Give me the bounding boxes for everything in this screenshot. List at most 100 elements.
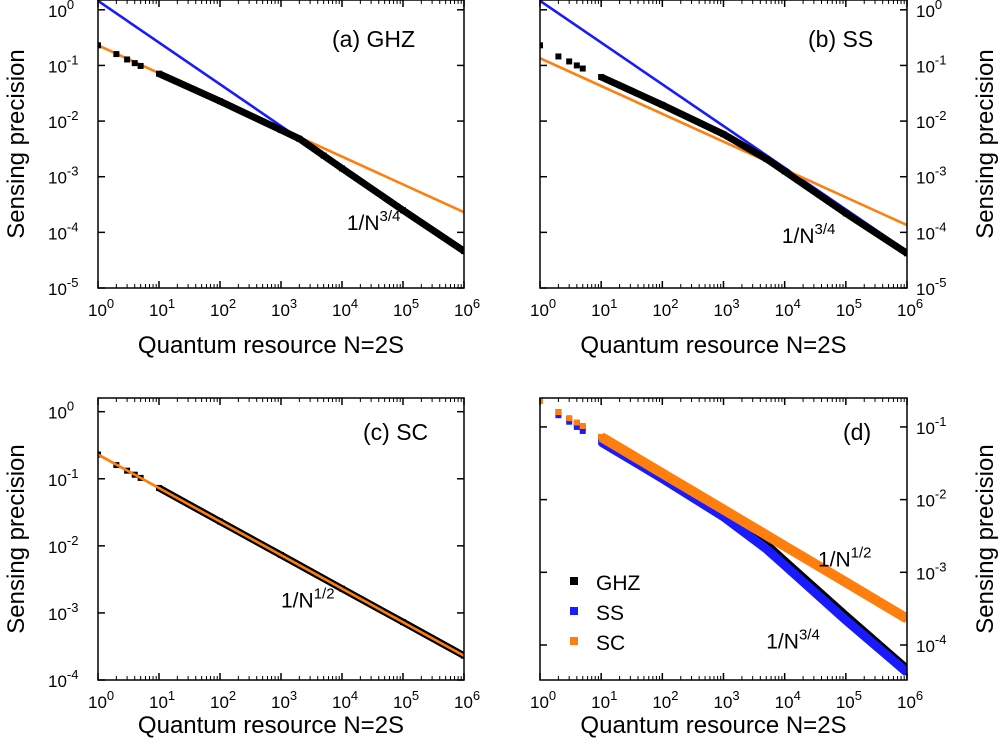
x-tick-label: 101	[591, 688, 617, 712]
x-tick-label-exp: 6	[473, 296, 480, 311]
data-point-SS-2	[566, 58, 573, 65]
slope-annotation-base: 1/N	[347, 212, 380, 235]
y-tick-label-exp: -2	[935, 487, 947, 502]
y-tick-label-exp: 0	[67, 399, 74, 414]
y-tick-label-exp: -3	[935, 164, 947, 179]
y-tick-label: 10-2	[916, 487, 946, 511]
x-tick-label-base: 10	[652, 693, 671, 712]
x-tick-label-exp: 6	[916, 296, 923, 311]
y-tick-label-base: 10	[48, 538, 67, 557]
slope-annotation-exponent: 3/4	[799, 626, 820, 643]
legend-marker-GHZ	[570, 577, 578, 585]
data-point-SS-4	[579, 427, 586, 434]
x-tick-label-base: 10	[591, 301, 610, 320]
x-tick-label-exp: 0	[107, 688, 114, 703]
y-tick-label: 10-3	[916, 164, 946, 188]
y-tick-label: 10-5	[48, 275, 78, 299]
y-tick-label: 10-4	[48, 667, 78, 691]
y-tick-label-base: 10	[916, 169, 935, 188]
x-tick-label: 104	[332, 296, 358, 320]
y-tick-label-exp: 0	[67, 0, 74, 12]
series-SC	[540, 398, 907, 623]
slope-annotation: 1/N3/4	[766, 626, 820, 653]
y-tick-label-exp: -1	[67, 466, 79, 481]
data-point-GHZ-12	[461, 248, 464, 255]
x-tick-label-base: 10	[714, 301, 733, 320]
data-point-SS-8	[763, 155, 770, 162]
panel-a: 100 101 102 103 104 105 10610010-110-210-310-4…	[3, 0, 480, 359]
x-tick-label: 105	[836, 296, 862, 320]
x-tick-label-base: 10	[897, 693, 916, 712]
x-tick-label-exp: 4	[351, 688, 358, 703]
x-tick-label: 103	[714, 296, 740, 320]
slope-annotation: 1/N3/4	[347, 208, 401, 235]
slope-annotation: 1/N3/4	[782, 221, 836, 248]
x-tick-label-exp: 5	[855, 688, 862, 703]
x-tick-label: 106	[897, 296, 923, 320]
y-axis-title: Sensing precision	[3, 49, 30, 238]
y-tick-label-base: 10	[916, 419, 935, 438]
x-tick-label: 101	[591, 296, 617, 320]
x-tick-label-exp: 4	[794, 296, 801, 311]
y-axis-title: Sensing precision	[972, 49, 999, 238]
y-tick-label: 10-2	[916, 108, 946, 132]
y-tick-label-exp: -4	[67, 667, 79, 682]
x-tick-label: 101	[149, 688, 175, 712]
x-tick-label-base: 10	[332, 693, 351, 712]
y-tick-label-base: 10	[916, 492, 935, 511]
y-tick-label: 10-1	[916, 52, 946, 76]
y-tick-label-base: 10	[48, 169, 67, 188]
slope-annotation-exponent: 3/4	[815, 221, 836, 238]
fit-line-fit-1/2	[540, 57, 907, 227]
y-tick-label: 10-1	[48, 466, 78, 490]
x-tick-label: 105	[393, 296, 419, 320]
y-tick-label-base: 10	[916, 637, 935, 656]
y-tick-label: 10-5	[916, 275, 946, 299]
x-tick-label-exp: 1	[610, 296, 617, 311]
y-tick-label-base: 10	[48, 404, 67, 423]
x-tick-label-base: 10	[332, 301, 351, 320]
y-tick-label-exp: -2	[67, 533, 79, 548]
x-tick-label-exp: 3	[290, 296, 297, 311]
y-tick-label-base: 10	[916, 224, 935, 243]
x-tick-label-base: 10	[271, 693, 290, 712]
y-tick-label-exp: -3	[67, 600, 79, 615]
y-tick-label-exp: -1	[67, 52, 79, 67]
x-tick-label: 101	[149, 296, 175, 320]
data-point-SS-7	[720, 513, 727, 520]
legend-label-SS: SS	[596, 602, 624, 625]
x-tick-label-base: 10	[591, 693, 610, 712]
y-tick-label-base: 10	[48, 471, 67, 490]
x-tick-label: 100	[530, 296, 556, 320]
data-point-SC-2	[566, 415, 573, 422]
y-tick-label: 10-2	[48, 108, 78, 132]
y-tick-label: 10-4	[48, 219, 78, 243]
x-tick-label-exp: 4	[351, 296, 358, 311]
y-tick-label-base: 10	[48, 280, 67, 299]
x-tick-label-base: 10	[775, 693, 794, 712]
x-tick-label: 106	[897, 688, 923, 712]
x-tick-label-base: 10	[530, 693, 549, 712]
y-tick-label-base: 10	[48, 605, 67, 624]
plot-area-b	[540, 0, 907, 257]
data-point-SS-11	[904, 250, 907, 257]
y-tick-label-exp: -4	[935, 632, 947, 647]
x-axis-title: Quantum resource N=2S	[138, 332, 404, 359]
data-point-SS-5	[598, 73, 605, 80]
data-point-SS-0	[540, 42, 543, 49]
x-tick-label-base: 10	[393, 693, 412, 712]
x-tick-label-base: 10	[775, 301, 794, 320]
y-tick-label-exp: 0	[935, 0, 942, 12]
legend-marker-SS	[570, 607, 578, 615]
data-point-SC-0	[540, 398, 543, 404]
y-tick-label-exp: -5	[67, 275, 79, 290]
data-point-GHZ-9	[320, 152, 327, 159]
x-tick-label-base: 10	[897, 301, 916, 320]
x-tick-label-base: 10	[88, 301, 107, 320]
x-axis-title: Quantum resource N=2S	[138, 712, 404, 739]
x-tick-label: 102	[210, 688, 236, 712]
y-tick-label-exp: -3	[67, 164, 79, 179]
x-tick-label: 105	[393, 688, 419, 712]
x-axis-title: Quantum resource N=2S	[580, 332, 846, 359]
